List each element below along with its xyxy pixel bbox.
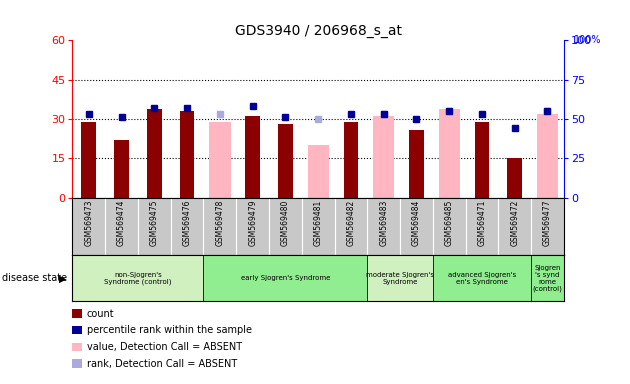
- Bar: [307, 145, 329, 198]
- Text: GSM569480: GSM569480: [281, 200, 290, 246]
- Text: GSM569481: GSM569481: [314, 200, 323, 246]
- Text: rank, Detection Call = ABSENT: rank, Detection Call = ABSENT: [87, 359, 237, 369]
- Bar: [474, 122, 490, 198]
- Text: GSM569472: GSM569472: [510, 200, 519, 246]
- Bar: [343, 122, 358, 198]
- Text: value, Detection Call = ABSENT: value, Detection Call = ABSENT: [87, 342, 242, 352]
- Bar: [531, 255, 564, 301]
- Bar: [81, 122, 96, 198]
- Bar: [367, 255, 433, 301]
- Bar: [209, 122, 231, 198]
- Text: 100%: 100%: [574, 35, 601, 45]
- Text: early Sjogren's Syndrome: early Sjogren's Syndrome: [241, 275, 330, 281]
- Text: GSM569473: GSM569473: [84, 200, 93, 246]
- Text: GSM569485: GSM569485: [445, 200, 454, 246]
- Bar: [438, 109, 460, 198]
- Text: GSM569483: GSM569483: [379, 200, 388, 246]
- Text: disease state: disease state: [2, 273, 67, 283]
- Text: advanced Sjogren's
en's Syndrome: advanced Sjogren's en's Syndrome: [448, 272, 516, 285]
- Bar: [72, 255, 203, 301]
- Bar: [409, 129, 424, 198]
- Text: ▶: ▶: [59, 273, 67, 283]
- Text: non-Sjogren's
Syndrome (control): non-Sjogren's Syndrome (control): [104, 271, 172, 285]
- Text: GSM569479: GSM569479: [248, 200, 257, 246]
- Bar: [278, 124, 293, 198]
- Text: GSM569471: GSM569471: [478, 200, 486, 246]
- Bar: [433, 255, 531, 301]
- Text: moderate Sjogren's
Syndrome: moderate Sjogren's Syndrome: [366, 272, 434, 285]
- Text: GSM569476: GSM569476: [183, 200, 192, 246]
- Bar: [180, 111, 195, 198]
- Title: GDS3940 / 206968_s_at: GDS3940 / 206968_s_at: [234, 24, 402, 38]
- Bar: [373, 116, 394, 198]
- Text: GSM569477: GSM569477: [543, 200, 552, 246]
- Bar: [114, 140, 129, 198]
- Bar: [245, 116, 260, 198]
- Text: count: count: [87, 309, 115, 319]
- Text: GSM569478: GSM569478: [215, 200, 224, 246]
- Bar: [203, 255, 367, 301]
- Text: GSM569482: GSM569482: [346, 200, 355, 246]
- Bar: [537, 114, 558, 198]
- Bar: [147, 109, 162, 198]
- Bar: [507, 158, 522, 198]
- Text: GSM569474: GSM569474: [117, 200, 126, 246]
- Text: percentile rank within the sample: percentile rank within the sample: [87, 325, 252, 335]
- Text: GSM569475: GSM569475: [150, 200, 159, 246]
- Text: GSM569484: GSM569484: [412, 200, 421, 246]
- Text: Sjogren
's synd
rome
(control): Sjogren 's synd rome (control): [532, 265, 563, 292]
